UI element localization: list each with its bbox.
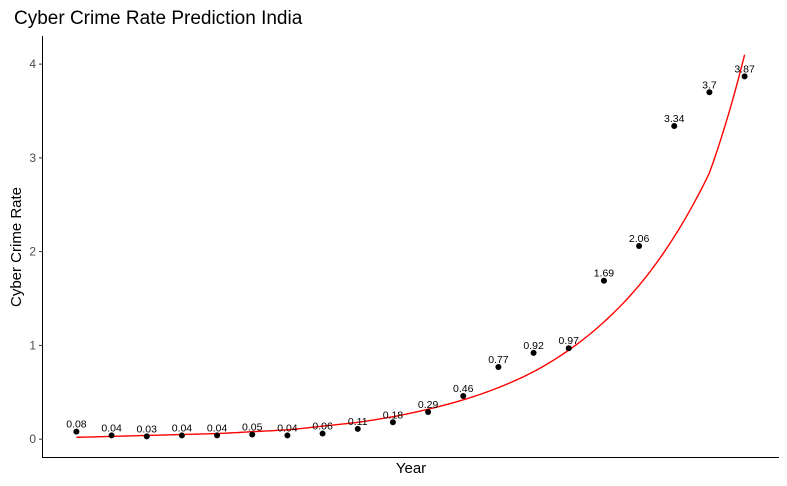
data-point [249, 431, 256, 438]
data-label: 0.77 [488, 354, 509, 366]
data-label: 0.29 [418, 399, 439, 411]
data-label: 0.11 [348, 416, 368, 428]
data-label: 0.05 [242, 421, 263, 433]
data-point [389, 419, 396, 426]
data-point [143, 433, 150, 440]
data-label: 0.97 [559, 335, 580, 347]
data-label: 2.06 [629, 233, 650, 245]
chart-title: Cyber Crime Rate Prediction India [14, 8, 303, 29]
data-label: 0.03 [137, 423, 158, 435]
data-point [565, 345, 572, 352]
data-label: 0.04 [207, 422, 228, 434]
y-tick-label: 4 [29, 57, 36, 71]
y-axis-title: Cyber Crime Rate [8, 187, 25, 307]
data-point [178, 432, 185, 439]
data-label: 1.69 [594, 268, 615, 280]
x-axis-title: Year [396, 460, 426, 477]
data-point [425, 408, 432, 415]
data-label: 0.46 [453, 383, 474, 395]
data-point [460, 393, 467, 400]
data-point [214, 432, 221, 439]
data-point [741, 73, 748, 80]
data-label: 0.06 [312, 421, 333, 433]
data-label: 0.92 [523, 340, 544, 352]
data-point [73, 428, 80, 435]
data-point [284, 432, 291, 439]
data-point [706, 89, 713, 96]
data-point [354, 425, 361, 432]
data-point [495, 363, 502, 370]
data-point [319, 430, 326, 437]
data-point [636, 243, 643, 250]
data-label: 0.04 [101, 422, 122, 434]
data-labels: 0.08 0.04 0.03 0.04 0.04 0.05 0.04 0.06 0.11 0.18… [66, 63, 755, 435]
data-point [108, 432, 115, 439]
y-tick-label: 2 [29, 245, 36, 259]
y-tick-label: 1 [29, 338, 36, 352]
data-label: 0.04 [172, 422, 193, 434]
data-point [530, 349, 537, 356]
data-label: 3.34 [664, 113, 685, 125]
fit-line [76, 54, 746, 439]
data-label: 0.04 [277, 422, 298, 434]
data-point [600, 277, 607, 284]
data-point [671, 123, 678, 130]
data-label: 0.18 [383, 409, 404, 421]
y-tick-label: 0 [29, 432, 36, 446]
data-label: 0.08 [66, 419, 87, 431]
data-points [73, 73, 748, 440]
y-axis-ticks: 0 1 2 3 4 [29, 57, 43, 446]
data-label: 3.87 [734, 63, 755, 75]
data-label: 3.7 [702, 79, 717, 91]
y-tick-label: 3 [29, 151, 36, 165]
